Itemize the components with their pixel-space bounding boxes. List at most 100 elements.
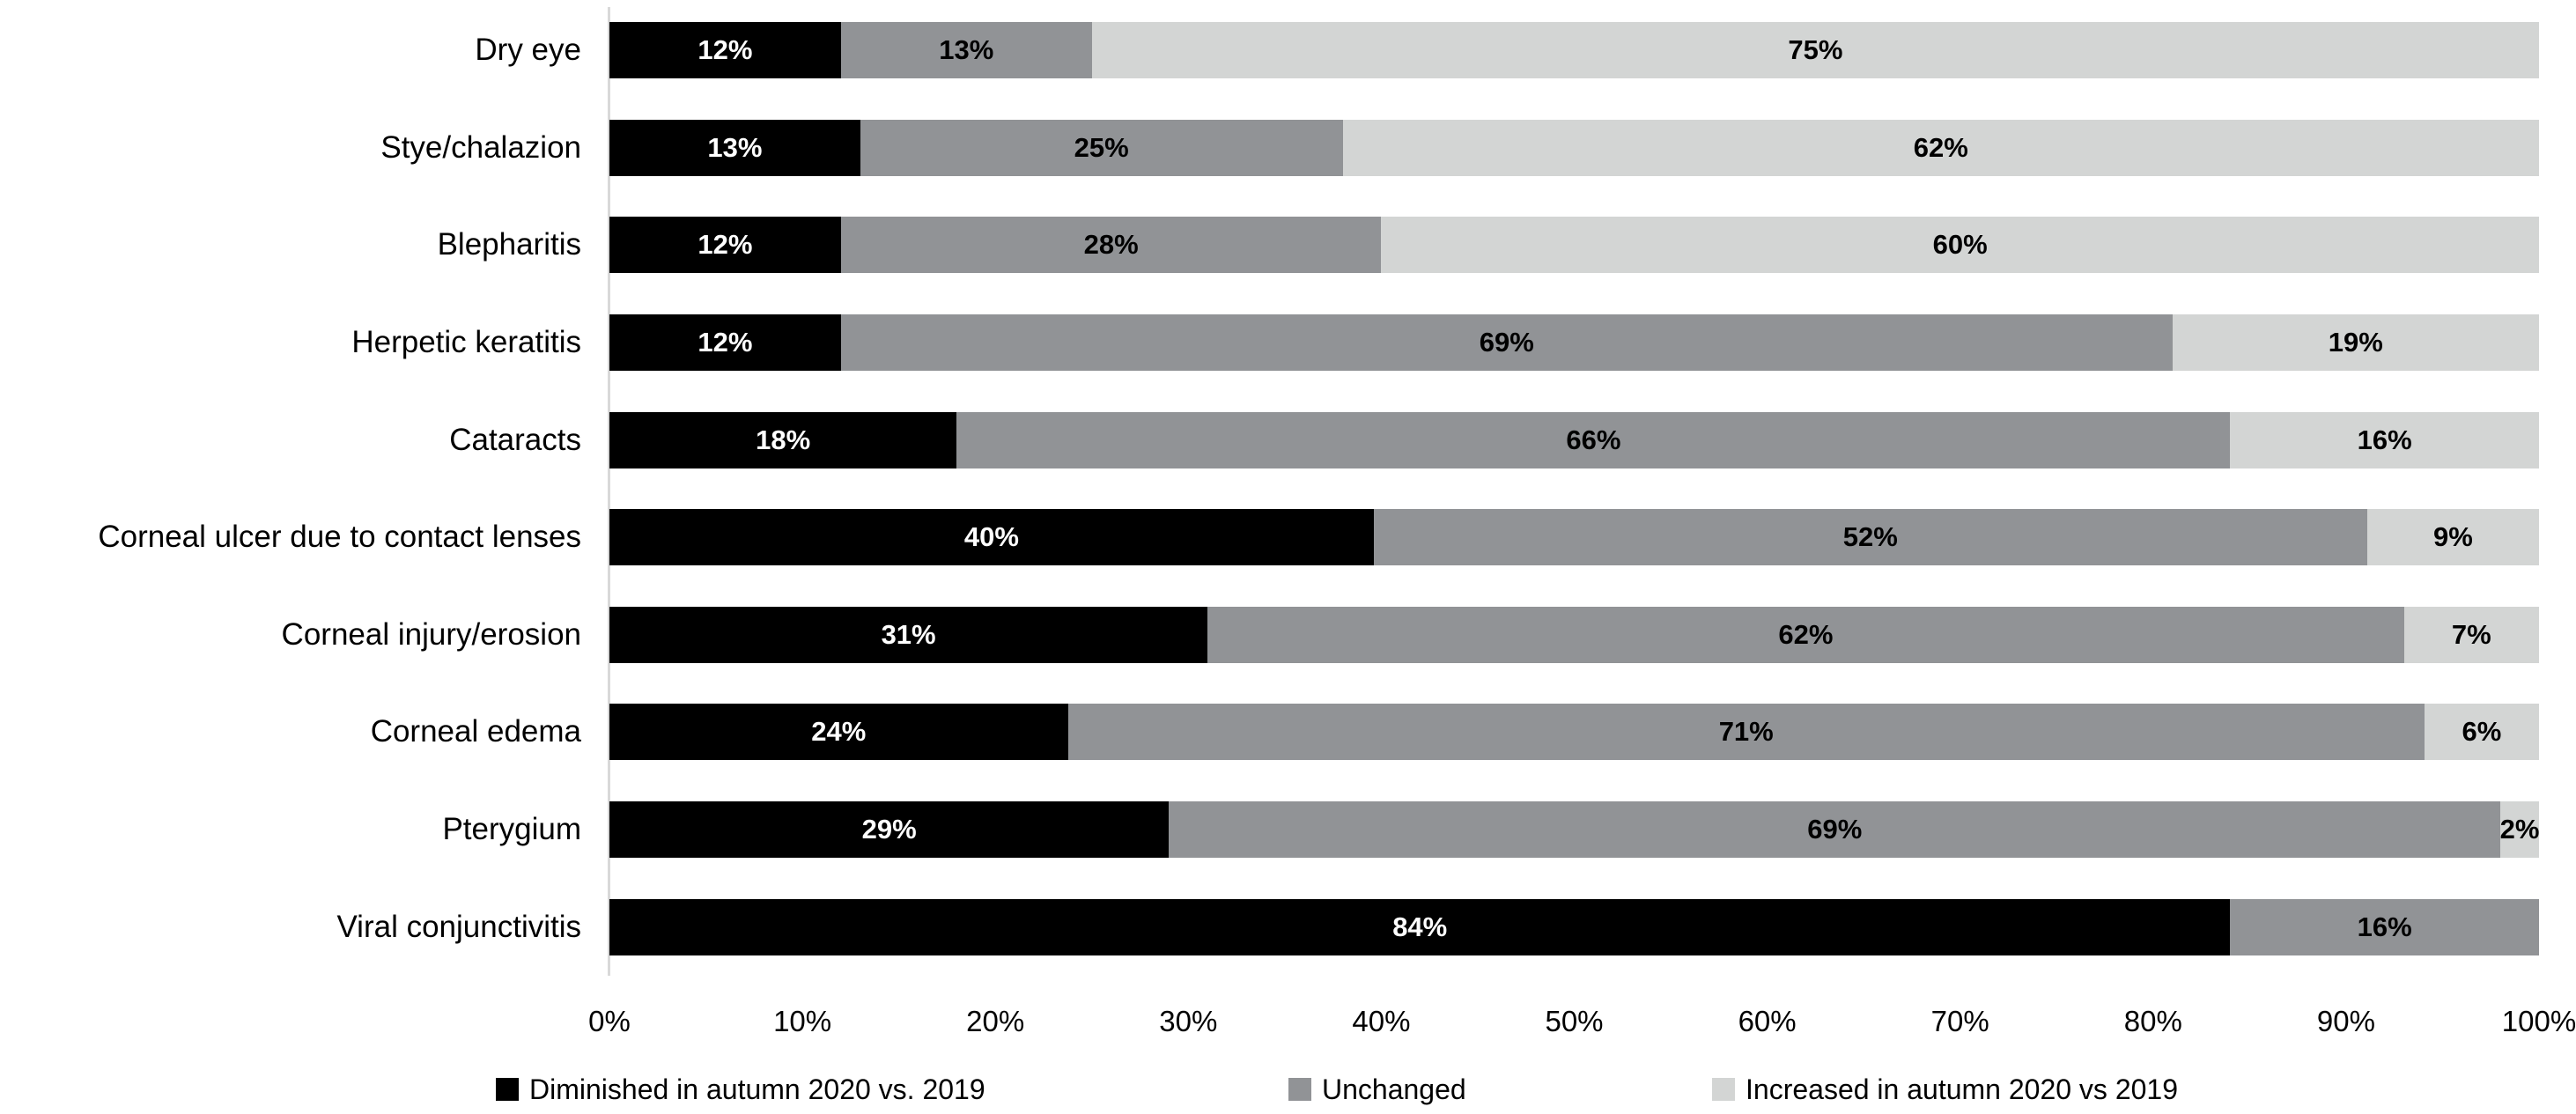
category-label: Cataracts bbox=[449, 422, 581, 457]
segment-value-label: 19% bbox=[2328, 327, 2383, 358]
segment-value-label: 62% bbox=[1778, 618, 1834, 650]
segment-value-label: 12% bbox=[698, 34, 753, 66]
segment-value-label: 9% bbox=[2432, 521, 2473, 553]
segment-value-label: 62% bbox=[1913, 131, 1968, 163]
bar-segment-unchanged: 66% bbox=[956, 411, 2231, 468]
segment-value-label: 18% bbox=[756, 424, 811, 455]
bar-segment-unchanged: 71% bbox=[1067, 704, 2425, 761]
bar-segment-increased: 6% bbox=[2424, 704, 2539, 761]
segment-value-label: 84% bbox=[1392, 911, 1448, 942]
x-axis-tick-label: 20% bbox=[966, 1005, 1025, 1037]
bar: 31% 62% 7% bbox=[609, 606, 2539, 663]
legend-label: Unchanged bbox=[1322, 1073, 1466, 1105]
category-label: Blepharitis bbox=[437, 227, 581, 262]
x-axis-tick-label: 100% bbox=[2501, 1005, 2576, 1037]
segment-value-label: 6% bbox=[2462, 716, 2502, 748]
segment-value-label: 52% bbox=[1842, 521, 1898, 553]
bar-segment-diminished: 84% bbox=[609, 898, 2231, 955]
x-axis-tick-label: 80% bbox=[2123, 1005, 2182, 1037]
bar-segment-diminished: 12% bbox=[609, 22, 841, 79]
bar: 29% 69% 2% bbox=[609, 801, 2540, 859]
legend-swatch-icon bbox=[1288, 1078, 1311, 1101]
y-axis-line bbox=[608, 7, 610, 976]
x-axis-tick-label: 40% bbox=[1352, 1005, 1411, 1037]
bar-row: Corneal edema 24% 71% 6% bbox=[0, 683, 2539, 781]
bar-segment-unchanged: 13% bbox=[840, 22, 1092, 79]
legend-item: Unchanged bbox=[1288, 1067, 1466, 1111]
category-label: Pterygium bbox=[442, 812, 581, 847]
segment-value-label: 24% bbox=[811, 716, 867, 748]
bar-segment-increased: 19% bbox=[2172, 314, 2539, 372]
segment-value-label: 12% bbox=[698, 229, 753, 261]
legend-label: Increased in autumn 2020 vs 2019 bbox=[1746, 1073, 2178, 1105]
bar-segment-unchanged: 69% bbox=[840, 314, 2173, 372]
x-axis: 0% 10% 20% 30% 40% 50% 60% 70% 80% 90% 100% bbox=[588, 1005, 2576, 1040]
bar-rows: Dry eye 12% 13% 75% Stye/chalazion 13% 25% 62% B… bbox=[0, 2, 2539, 976]
bar-segment-diminished: 29% bbox=[609, 801, 1170, 859]
legend-item: Diminished in autumn 2020 vs. 2019 bbox=[496, 1067, 985, 1111]
x-axis-tick-label: 0% bbox=[588, 1005, 631, 1037]
category-label: Herpetic keratitis bbox=[351, 325, 581, 360]
segment-value-label: 31% bbox=[881, 618, 936, 650]
segment-value-label: 2% bbox=[2499, 814, 2540, 845]
category-label: Dry eye bbox=[475, 33, 581, 68]
segment-value-label: 60% bbox=[1932, 229, 1988, 261]
bar: 12% 13% 75% bbox=[609, 22, 2539, 79]
segment-value-label: 75% bbox=[1788, 34, 1843, 66]
legend-item: Increased in autumn 2020 vs 2019 bbox=[1712, 1067, 2178, 1111]
category-label: Corneal ulcer due to contact lenses bbox=[98, 520, 581, 555]
bar-segment-increased: 62% bbox=[1342, 119, 2539, 176]
bar: 13% 25% 62% bbox=[609, 119, 2539, 176]
bar-segment-diminished: 12% bbox=[609, 314, 841, 372]
bar-segment-increased: 2% bbox=[2499, 801, 2540, 859]
category-label: Corneal injury/erosion bbox=[281, 616, 581, 652]
segment-value-label: 28% bbox=[1083, 229, 1139, 261]
bar: 24% 71% 6% bbox=[609, 704, 2539, 761]
bar-segment-diminished: 12% bbox=[609, 217, 841, 274]
category-label: Stye/chalazion bbox=[380, 129, 581, 165]
segment-value-label: 12% bbox=[698, 327, 753, 358]
bar-segment-diminished: 18% bbox=[609, 411, 957, 468]
bar-segment-increased: 7% bbox=[2403, 606, 2539, 663]
bar-row: Dry eye 12% 13% 75% bbox=[0, 2, 2539, 100]
bar-segment-diminished: 40% bbox=[609, 509, 1374, 566]
bar-row: Stye/chalazion 13% 25% 62% bbox=[0, 100, 2539, 197]
segment-value-label: 29% bbox=[861, 814, 917, 845]
category-label: Corneal edema bbox=[370, 714, 581, 749]
bar: 12% 28% 60% bbox=[609, 217, 2539, 274]
bar-segment-diminished: 13% bbox=[609, 119, 860, 176]
bar-segment-increased: 75% bbox=[1091, 22, 2539, 79]
bar-row: Cataracts 18% 66% 16% bbox=[0, 391, 2539, 489]
x-axis-tick-label: 90% bbox=[2316, 1005, 2375, 1037]
x-axis-tick-label: 50% bbox=[1545, 1005, 1604, 1037]
bar-segment-diminished: 24% bbox=[609, 704, 1068, 761]
x-axis-tick-label: 30% bbox=[1159, 1005, 1218, 1037]
segment-value-label: 25% bbox=[1074, 131, 1129, 163]
legend: Diminished in autumn 2020 vs. 2019 Unchan… bbox=[0, 1067, 2576, 1111]
segment-value-label: 16% bbox=[2357, 424, 2412, 455]
segment-value-label: 13% bbox=[939, 34, 994, 66]
bar-segment-unchanged: 16% bbox=[2230, 898, 2539, 955]
bar-segment-unchanged: 28% bbox=[840, 217, 1382, 274]
x-axis-tick-label: 10% bbox=[773, 1005, 832, 1037]
bar-segment-unchanged: 25% bbox=[860, 119, 1343, 176]
bar: 40% 52% 9% bbox=[609, 509, 2539, 566]
bar-segment-increased: 60% bbox=[1381, 217, 2539, 274]
bar-segment-unchanged: 52% bbox=[1373, 509, 2367, 566]
segment-value-label: 40% bbox=[963, 521, 1019, 553]
segment-value-label: 66% bbox=[1566, 424, 1621, 455]
bar-segment-unchanged: 62% bbox=[1207, 606, 2404, 663]
bar: 12% 69% 19% bbox=[609, 314, 2539, 372]
bar-row: Herpetic keratitis 12% 69% 19% bbox=[0, 294, 2539, 392]
bar-segment-unchanged: 69% bbox=[1169, 801, 2501, 859]
segment-value-label: 13% bbox=[707, 131, 763, 163]
bar-row: Viral conjunctivitis 84% 16% bbox=[0, 878, 2539, 976]
bar-segment-increased: 16% bbox=[2230, 411, 2539, 468]
x-axis-tick-label: 70% bbox=[1930, 1005, 1989, 1037]
segment-value-label: 69% bbox=[1479, 327, 1534, 358]
bar-segment-diminished: 31% bbox=[609, 606, 1208, 663]
segment-value-label: 7% bbox=[2451, 618, 2491, 650]
bar-row: Pterygium 29% 69% 2% bbox=[0, 781, 2539, 879]
legend-swatch-icon bbox=[496, 1078, 519, 1101]
